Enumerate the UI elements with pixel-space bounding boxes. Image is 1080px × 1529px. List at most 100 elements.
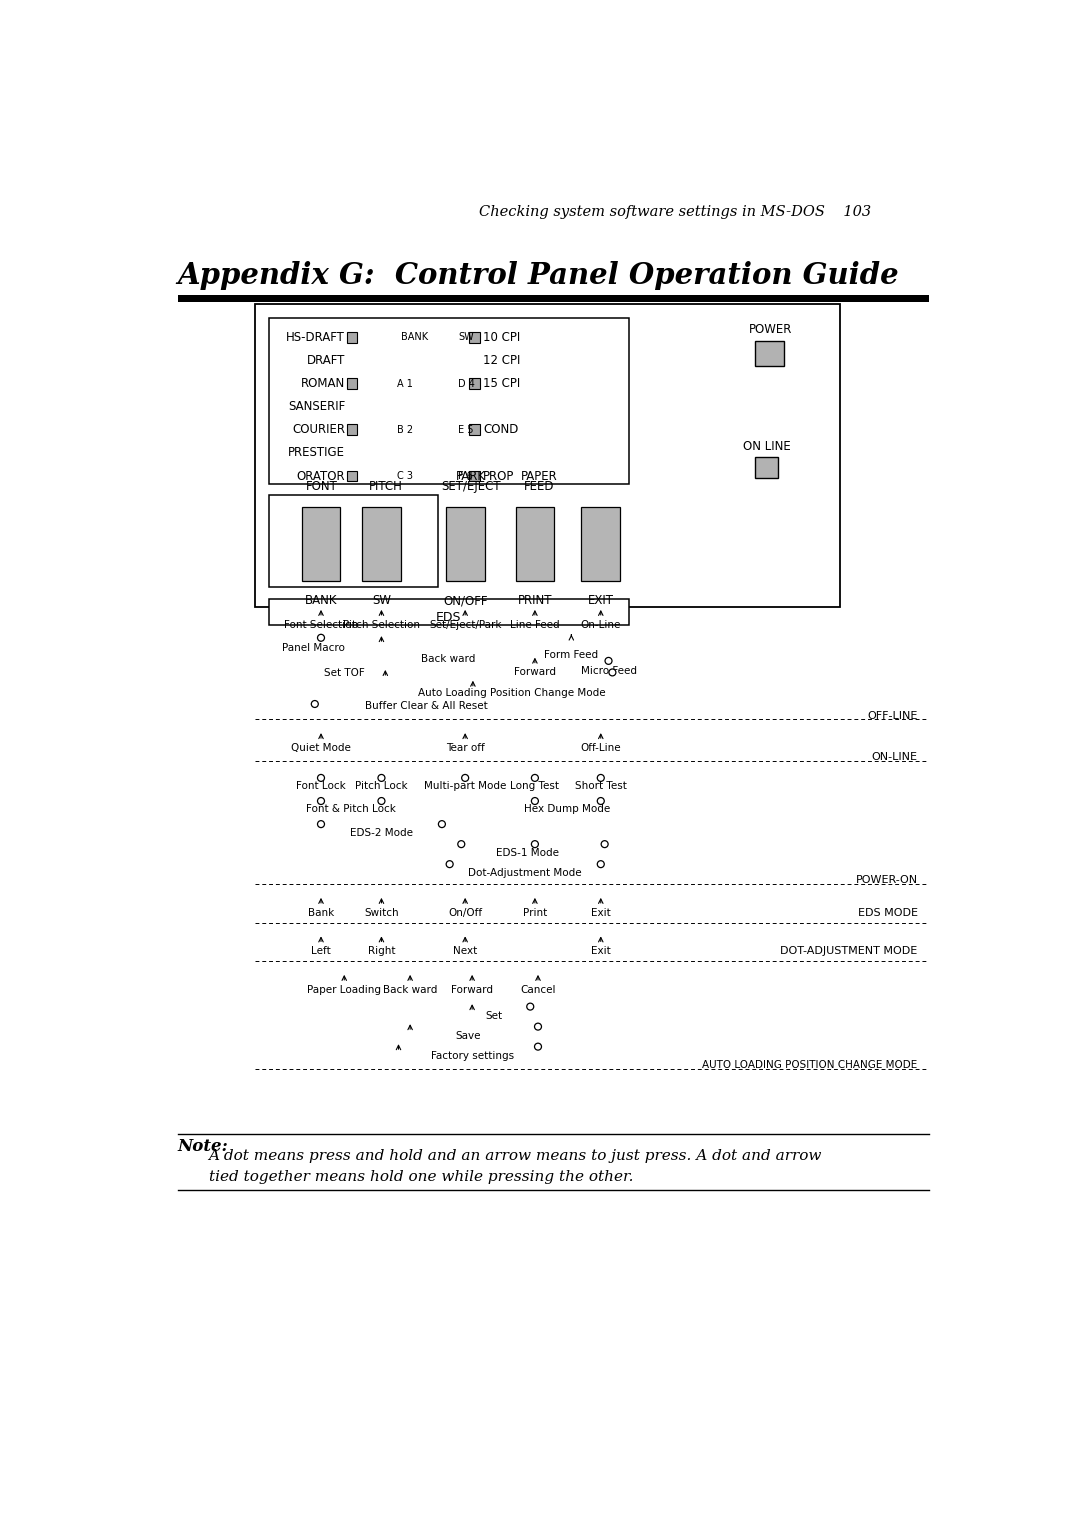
- Text: FONT: FONT: [306, 480, 338, 492]
- Text: Save: Save: [456, 1031, 481, 1041]
- Text: On/Off: On/Off: [448, 908, 482, 917]
- Text: Short Test: Short Test: [575, 781, 626, 792]
- Text: Left: Left: [311, 946, 330, 956]
- Text: PAPER: PAPER: [521, 469, 557, 483]
- Text: Bank: Bank: [308, 908, 334, 917]
- Text: Font Selection: Font Selection: [284, 619, 359, 630]
- Text: HS-DRAFT: HS-DRAFT: [286, 330, 345, 344]
- Bar: [515, 508, 554, 581]
- Text: Pitch Selection: Pitch Selection: [343, 619, 420, 630]
- Text: POWER: POWER: [748, 323, 793, 336]
- Bar: [269, 494, 630, 587]
- Circle shape: [378, 798, 384, 804]
- Text: Paper Loading: Paper Loading: [307, 985, 381, 995]
- Text: A dot means press and hold and an arrow means to just press. A dot and arrow
tie: A dot means press and hold and an arrow …: [208, 1150, 822, 1185]
- Text: OFF-LINE: OFF-LINE: [867, 711, 918, 720]
- Text: EDS-2 Mode: EDS-2 Mode: [350, 827, 413, 838]
- Text: FEED: FEED: [524, 480, 554, 492]
- Text: Font & Pitch Lock: Font & Pitch Lock: [307, 804, 396, 815]
- Text: Long Test: Long Test: [511, 781, 559, 792]
- Circle shape: [527, 1003, 534, 1011]
- Circle shape: [605, 657, 612, 664]
- Text: BANK: BANK: [305, 595, 337, 607]
- Text: Right: Right: [367, 946, 395, 956]
- Bar: [362, 508, 401, 581]
- Text: C 3: C 3: [397, 471, 413, 482]
- Bar: [469, 378, 480, 388]
- Bar: [469, 332, 480, 342]
- Text: Set/Eject/Park: Set/Eject/Park: [429, 619, 501, 630]
- Bar: [446, 508, 485, 581]
- Text: On-Line: On-Line: [581, 619, 621, 630]
- Text: Set: Set: [485, 1011, 502, 1021]
- Text: ON-LINE: ON-LINE: [872, 752, 918, 761]
- Text: Factory settings: Factory settings: [431, 1050, 514, 1061]
- Text: Appendix G:  Control Panel Operation Guide: Appendix G: Control Panel Operation Guid…: [177, 260, 900, 289]
- Circle shape: [458, 841, 464, 847]
- Text: E 5: E 5: [458, 425, 474, 434]
- Circle shape: [602, 841, 608, 847]
- Bar: [347, 471, 357, 482]
- Text: Checking system software settings in MS-DOS    103: Checking system software settings in MS-…: [480, 205, 872, 219]
- Text: SANSERIF: SANSERIF: [287, 401, 345, 413]
- Text: Back ward: Back ward: [383, 985, 437, 995]
- Text: Buffer Clear & All Reset: Buffer Clear & All Reset: [365, 700, 488, 711]
- Text: BANK: BANK: [401, 332, 428, 342]
- Text: Back ward: Back ward: [421, 654, 475, 664]
- Bar: [255, 304, 840, 607]
- Text: Multi-part Mode: Multi-part Mode: [424, 781, 507, 792]
- Text: Pitch Lock: Pitch Lock: [355, 781, 408, 792]
- Text: A 1: A 1: [397, 379, 413, 388]
- Circle shape: [318, 635, 324, 641]
- Bar: [469, 425, 480, 436]
- Circle shape: [378, 775, 384, 781]
- Text: B 2: B 2: [397, 425, 413, 434]
- Circle shape: [531, 841, 539, 847]
- Text: D 4: D 4: [458, 379, 475, 388]
- Text: Exit: Exit: [591, 908, 610, 917]
- Bar: [269, 494, 438, 587]
- Text: COURIER: COURIER: [292, 424, 345, 436]
- Circle shape: [446, 861, 454, 867]
- Text: PRINT: PRINT: [517, 595, 552, 607]
- Circle shape: [597, 775, 605, 781]
- Circle shape: [531, 775, 539, 781]
- Bar: [755, 341, 784, 365]
- Text: 10 CPI: 10 CPI: [483, 330, 521, 344]
- Text: Note:: Note:: [177, 1138, 228, 1156]
- Text: DRAFT: DRAFT: [307, 355, 345, 367]
- Text: Cancel: Cancel: [521, 985, 556, 995]
- Text: EDS: EDS: [436, 612, 461, 624]
- Bar: [755, 457, 779, 477]
- Text: 15 CPI: 15 CPI: [483, 378, 521, 390]
- Circle shape: [597, 861, 605, 867]
- Text: ON/OFF: ON/OFF: [443, 595, 487, 607]
- Bar: [581, 508, 620, 581]
- Text: SET/EJECT: SET/EJECT: [442, 480, 501, 492]
- Circle shape: [597, 798, 605, 804]
- Bar: [469, 471, 480, 482]
- Text: PROP: PROP: [483, 469, 514, 483]
- Text: SW: SW: [458, 332, 474, 342]
- Text: AUTO LOADING POSITION CHANGE MODE: AUTO LOADING POSITION CHANGE MODE: [702, 1060, 918, 1070]
- Circle shape: [609, 670, 616, 676]
- Text: Forward: Forward: [451, 985, 494, 995]
- Text: COND: COND: [483, 424, 518, 436]
- Bar: [301, 508, 340, 581]
- Text: Auto Loading Position Change Mode: Auto Loading Position Change Mode: [418, 688, 606, 699]
- Text: PRESTIGE: PRESTIGE: [288, 446, 345, 460]
- Text: Hex Dump Mode: Hex Dump Mode: [524, 804, 610, 815]
- Text: Print: Print: [523, 908, 548, 917]
- Bar: [269, 598, 630, 625]
- Text: Tear off: Tear off: [446, 743, 485, 752]
- Circle shape: [318, 798, 324, 804]
- Text: Dot-Adjustment Mode: Dot-Adjustment Mode: [468, 867, 582, 878]
- Text: F 6: F 6: [458, 471, 473, 482]
- Bar: [347, 332, 357, 342]
- Text: Next: Next: [453, 946, 477, 956]
- Text: Panel Macro: Panel Macro: [282, 642, 345, 653]
- Text: 12 CPI: 12 CPI: [483, 355, 521, 367]
- Text: Line Feed: Line Feed: [510, 619, 559, 630]
- Text: ORATOR: ORATOR: [296, 469, 345, 483]
- Circle shape: [531, 798, 539, 804]
